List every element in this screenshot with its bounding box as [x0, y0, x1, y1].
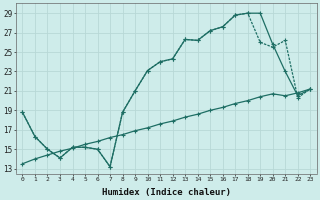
X-axis label: Humidex (Indice chaleur): Humidex (Indice chaleur) [102, 188, 231, 197]
